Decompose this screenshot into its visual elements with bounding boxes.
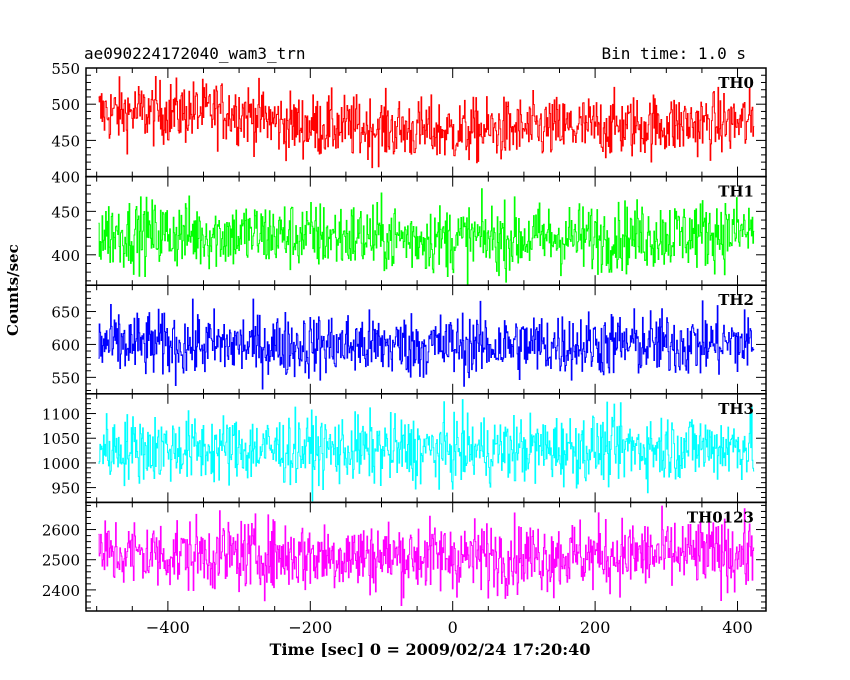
series-line-th2 (98, 298, 755, 390)
y-tick-label: 2500 (42, 552, 80, 570)
series-label-th0: TH0 (718, 74, 754, 92)
series-label-th0123: TH0123 (687, 508, 754, 526)
y-tick-label: 450 (51, 132, 80, 150)
x-axis-label: Time [sec] 0 = 2009/02/24 17:20:40 (269, 640, 591, 659)
series-label-th1: TH1 (718, 183, 754, 201)
y-tick-label: 1100 (42, 406, 80, 424)
y-tick-label: 1050 (42, 430, 80, 448)
x-tick-label: 200 (580, 618, 611, 637)
series-line-th0 (98, 75, 755, 169)
x-tick-label: −400 (146, 618, 190, 637)
y-tick-label: 400 (51, 169, 80, 187)
y-tick-label: 500 (51, 96, 80, 114)
y-tick-label: 550 (51, 369, 80, 387)
bin-time-label: Bin time: 1.0 s (601, 44, 747, 63)
y-tick-label: 2600 (42, 522, 80, 540)
y-tick-label: 450 (51, 203, 80, 221)
y-tick-label: 1000 (42, 455, 80, 473)
y-tick-label: 650 (51, 304, 80, 322)
series-label-th3: TH3 (718, 400, 754, 418)
x-tick-label: 0 (448, 618, 458, 637)
series-line-th3 (98, 399, 755, 502)
x-tick-label: 400 (722, 618, 753, 637)
y-tick-label: 600 (51, 336, 80, 354)
series-line-th0123 (98, 505, 755, 606)
series-line-th1 (98, 188, 755, 285)
panel-frame-th0123 (85, 501, 767, 612)
y-tick-label: 2400 (42, 582, 80, 600)
y-tick-label: 550 (51, 60, 80, 78)
y-axis-label: Counts/sec (4, 244, 22, 336)
x-tick-label: −200 (288, 618, 332, 637)
series-label-th2: TH2 (718, 291, 754, 309)
chart-title: ae090224172040_wam3_trn (84, 44, 306, 63)
y-tick-label: 400 (51, 247, 80, 265)
y-tick-label: 950 (51, 480, 80, 498)
